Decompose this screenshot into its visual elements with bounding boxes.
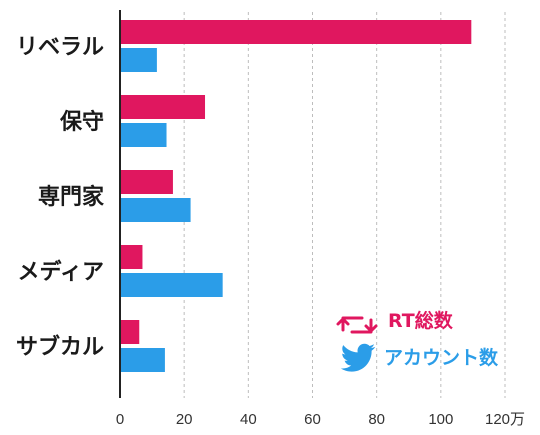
rt-bar [120, 245, 143, 269]
rt-bar [120, 320, 140, 344]
category-label: リベラル [16, 35, 104, 60]
category-label: 専門家 [38, 184, 105, 210]
rt-bar [120, 170, 173, 194]
legend-label-rt: RT総数 [388, 309, 454, 332]
account-bar [120, 48, 157, 72]
rt-bar [120, 95, 206, 119]
x-tick-label: 100 [428, 411, 453, 428]
retweet-icon [336, 316, 378, 334]
category-label: メディア [18, 259, 104, 285]
legend: RT総数 アカウント数 [336, 309, 499, 372]
legend-account: アカウント数 [340, 343, 499, 372]
x-tick-label: 40 [240, 411, 257, 428]
legend-label-account: アカウント数 [384, 346, 499, 369]
twitter-bird-icon [340, 343, 376, 372]
account-bar [120, 198, 191, 222]
x-tick-label: 60 [304, 411, 321, 428]
category-label: サブカル [16, 334, 104, 360]
rt-bar [120, 20, 472, 44]
x-tick-label: 0 [116, 411, 124, 428]
x-tick-label: 120万 [485, 411, 525, 428]
legend-rt: RT総数 [336, 309, 454, 334]
x-tick-label: 20 [176, 411, 193, 428]
category-label: 保守 [59, 109, 104, 135]
tick-labels: 0 20 40 60 80 100 120万 [116, 411, 525, 428]
account-bar [120, 348, 165, 372]
account-bar [120, 273, 223, 297]
bars [120, 20, 472, 372]
gridlines [183, 12, 506, 398]
account-bar [120, 123, 167, 147]
x-tick-label: 80 [368, 411, 385, 428]
